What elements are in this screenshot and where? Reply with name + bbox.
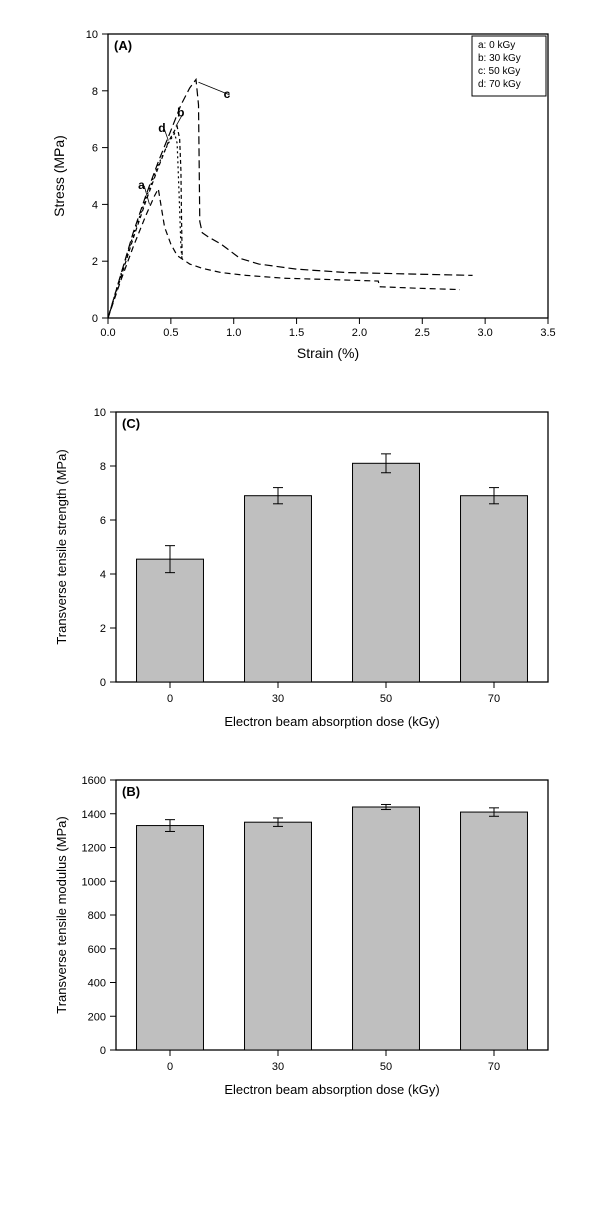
svg-text:(C): (C) [122, 416, 140, 431]
svg-text:1400: 1400 [81, 809, 105, 821]
svg-text:1.5: 1.5 [288, 327, 303, 339]
svg-text:2: 2 [99, 623, 105, 635]
svg-text:0: 0 [166, 1061, 172, 1073]
svg-text:0: 0 [166, 693, 172, 705]
chart-b-svg: 0 200 400 600 800 1000 1200 1400 1600 0 30 50 70 Elec… [46, 766, 566, 1106]
svg-text:400: 400 [87, 978, 105, 990]
svg-text:b: 30 kGy: b: 30 kGy [478, 53, 521, 64]
svg-text:1200: 1200 [81, 843, 105, 855]
svg-text:Transverse tensile modulus (MP: Transverse tensile modulus (MPa) [54, 816, 69, 1013]
svg-text:10: 10 [85, 29, 97, 41]
svg-text:10: 10 [93, 407, 105, 419]
svg-text:Transverse tensile strength (M: Transverse tensile strength (MPa) [54, 449, 69, 644]
chart-a-svg: 0.0 0.5 1.0 1.5 2.0 2.5 3.0 3.5 0 2 4 6 8 10 Strain (%… [46, 20, 566, 370]
tensile-modulus-chart: 0 200 400 600 800 1000 1200 1400 1600 0 30 50 70 Elec… [46, 766, 566, 1106]
svg-text:50: 50 [379, 693, 391, 705]
chart-c-svg: 0 2 4 6 8 10 0 30 50 70 Electron beam absorption d… [46, 398, 566, 738]
svg-text:1000: 1000 [81, 876, 105, 888]
svg-text:2.5: 2.5 [414, 327, 429, 339]
svg-text:a: a [138, 178, 145, 192]
svg-text:3.0: 3.0 [477, 327, 492, 339]
svg-text:d: d [158, 121, 165, 135]
svg-text:0.5: 0.5 [163, 327, 178, 339]
svg-text:Stress (MPa): Stress (MPa) [51, 135, 67, 217]
svg-text:d: 70 kGy: d: 70 kGy [478, 79, 521, 90]
svg-text:800: 800 [87, 910, 105, 922]
svg-text:b: b [177, 105, 184, 119]
svg-text:2: 2 [91, 256, 97, 268]
svg-text:1.0: 1.0 [226, 327, 241, 339]
svg-text:0.0: 0.0 [100, 327, 115, 339]
svg-text:Electron beam absorption dose: Electron beam absorption dose (kGy) [224, 1082, 439, 1097]
svg-text:6: 6 [99, 515, 105, 527]
svg-text:8: 8 [91, 86, 97, 98]
stress-strain-chart: 0.0 0.5 1.0 1.5 2.0 2.5 3.0 3.5 0 2 4 6 8 10 Strain (%… [46, 20, 566, 370]
tensile-strength-chart: 0 2 4 6 8 10 0 30 50 70 Electron beam absorption d… [46, 398, 566, 738]
svg-text:4: 4 [99, 569, 105, 581]
svg-text:6: 6 [91, 143, 97, 155]
svg-text:8: 8 [99, 461, 105, 473]
svg-text:Electron beam absorption dose: Electron beam absorption dose (kGy) [224, 714, 439, 729]
svg-text:0: 0 [91, 313, 97, 325]
svg-text:c: c [223, 87, 230, 101]
svg-text:1600: 1600 [81, 775, 105, 787]
svg-text:70: 70 [487, 1061, 499, 1073]
svg-text:30: 30 [271, 693, 283, 705]
svg-text:0: 0 [99, 1045, 105, 1057]
svg-text:200: 200 [87, 1011, 105, 1023]
svg-text:(A): (A) [114, 38, 132, 53]
svg-text:Strain (%): Strain (%) [296, 345, 358, 361]
svg-text:2.0: 2.0 [351, 327, 366, 339]
svg-text:0: 0 [99, 677, 105, 689]
svg-text:50: 50 [379, 1061, 391, 1073]
svg-text:4: 4 [91, 199, 97, 211]
svg-text:c: 50 kGy: c: 50 kGy [478, 66, 520, 77]
svg-text:3.5: 3.5 [540, 327, 555, 339]
svg-text:(B): (B) [122, 784, 140, 799]
svg-text:a: 0 kGy: a: 0 kGy [478, 40, 515, 51]
svg-text:600: 600 [87, 944, 105, 956]
svg-text:30: 30 [271, 1061, 283, 1073]
svg-text:70: 70 [487, 693, 499, 705]
